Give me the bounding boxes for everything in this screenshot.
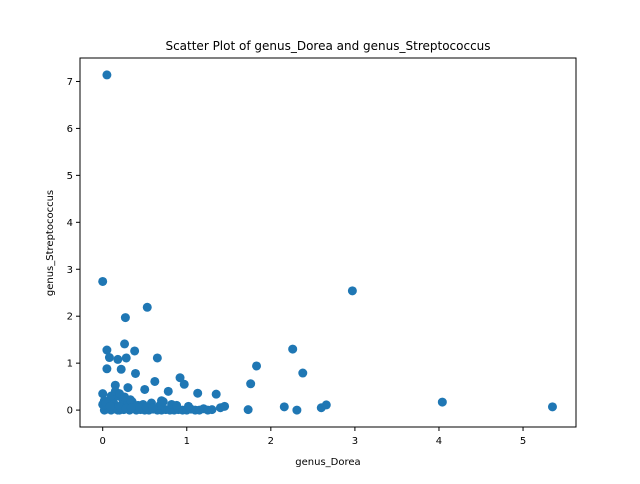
data-point <box>547 402 557 412</box>
x-tick-label: 2 <box>268 436 274 447</box>
plot-area-frame <box>79 57 577 428</box>
data-point <box>120 313 130 323</box>
data-point <box>130 346 140 356</box>
data-point <box>130 368 140 378</box>
data-point <box>116 364 126 374</box>
data-point <box>158 397 168 407</box>
x-tick-label: 5 <box>520 436 526 447</box>
data-point <box>102 70 112 80</box>
y-tick-label: 2 <box>67 312 73 323</box>
data-point <box>152 353 162 363</box>
data-point <box>243 405 253 415</box>
data-point <box>292 405 302 415</box>
data-point <box>126 403 136 413</box>
data-point <box>98 276 108 286</box>
data-point <box>193 388 203 398</box>
y-tick-label: 1 <box>67 359 73 370</box>
data-point <box>298 368 308 378</box>
x-axis-label: genus_Dorea <box>295 457 360 468</box>
data-point <box>140 384 150 394</box>
data-point <box>102 345 112 355</box>
data-point <box>179 379 189 389</box>
data-point <box>105 401 115 411</box>
data-point <box>211 389 221 399</box>
data-point <box>288 344 298 354</box>
y-tick-label: 7 <box>67 77 73 88</box>
data-point <box>163 386 173 396</box>
y-axis-ticks: 0 1 2 3 4 5 6 7 <box>67 77 80 417</box>
data-point <box>123 383 133 393</box>
data-point <box>102 364 112 374</box>
chart-title: Scatter Plot of genus_Dorea and genus_St… <box>165 39 490 53</box>
y-tick-label: 0 <box>67 406 73 417</box>
x-axis-ticks: 0 1 2 3 4 5 <box>100 427 526 447</box>
data-point <box>252 361 262 371</box>
x-tick-label: 3 <box>352 436 358 447</box>
x-tick-label: 1 <box>184 436 190 447</box>
y-tick-label: 3 <box>67 265 73 276</box>
data-point <box>172 400 182 410</box>
data-point <box>98 389 108 399</box>
data-point <box>220 401 230 411</box>
data-point <box>183 401 193 411</box>
data-point <box>279 402 289 412</box>
y-tick-label: 5 <box>67 171 73 182</box>
data-point <box>142 302 152 312</box>
data-point <box>207 405 217 415</box>
data-point <box>141 402 151 412</box>
data-point <box>175 373 185 383</box>
data-points <box>98 70 557 415</box>
data-point <box>113 354 123 364</box>
data-point <box>148 403 158 413</box>
y-tick-label: 4 <box>67 218 73 229</box>
data-point <box>121 353 131 363</box>
data-point <box>347 286 357 296</box>
y-axis-label: genus_Streptococcus <box>45 190 56 296</box>
data-point <box>150 376 160 386</box>
data-point <box>120 339 130 349</box>
x-tick-label: 0 <box>100 436 106 447</box>
data-point <box>246 379 256 389</box>
data-point <box>437 397 447 407</box>
data-point <box>125 395 135 405</box>
x-tick-label: 4 <box>436 436 442 447</box>
data-point <box>321 400 331 410</box>
data-point <box>135 403 145 413</box>
data-point <box>104 353 114 363</box>
y-tick-label: 6 <box>67 124 73 135</box>
